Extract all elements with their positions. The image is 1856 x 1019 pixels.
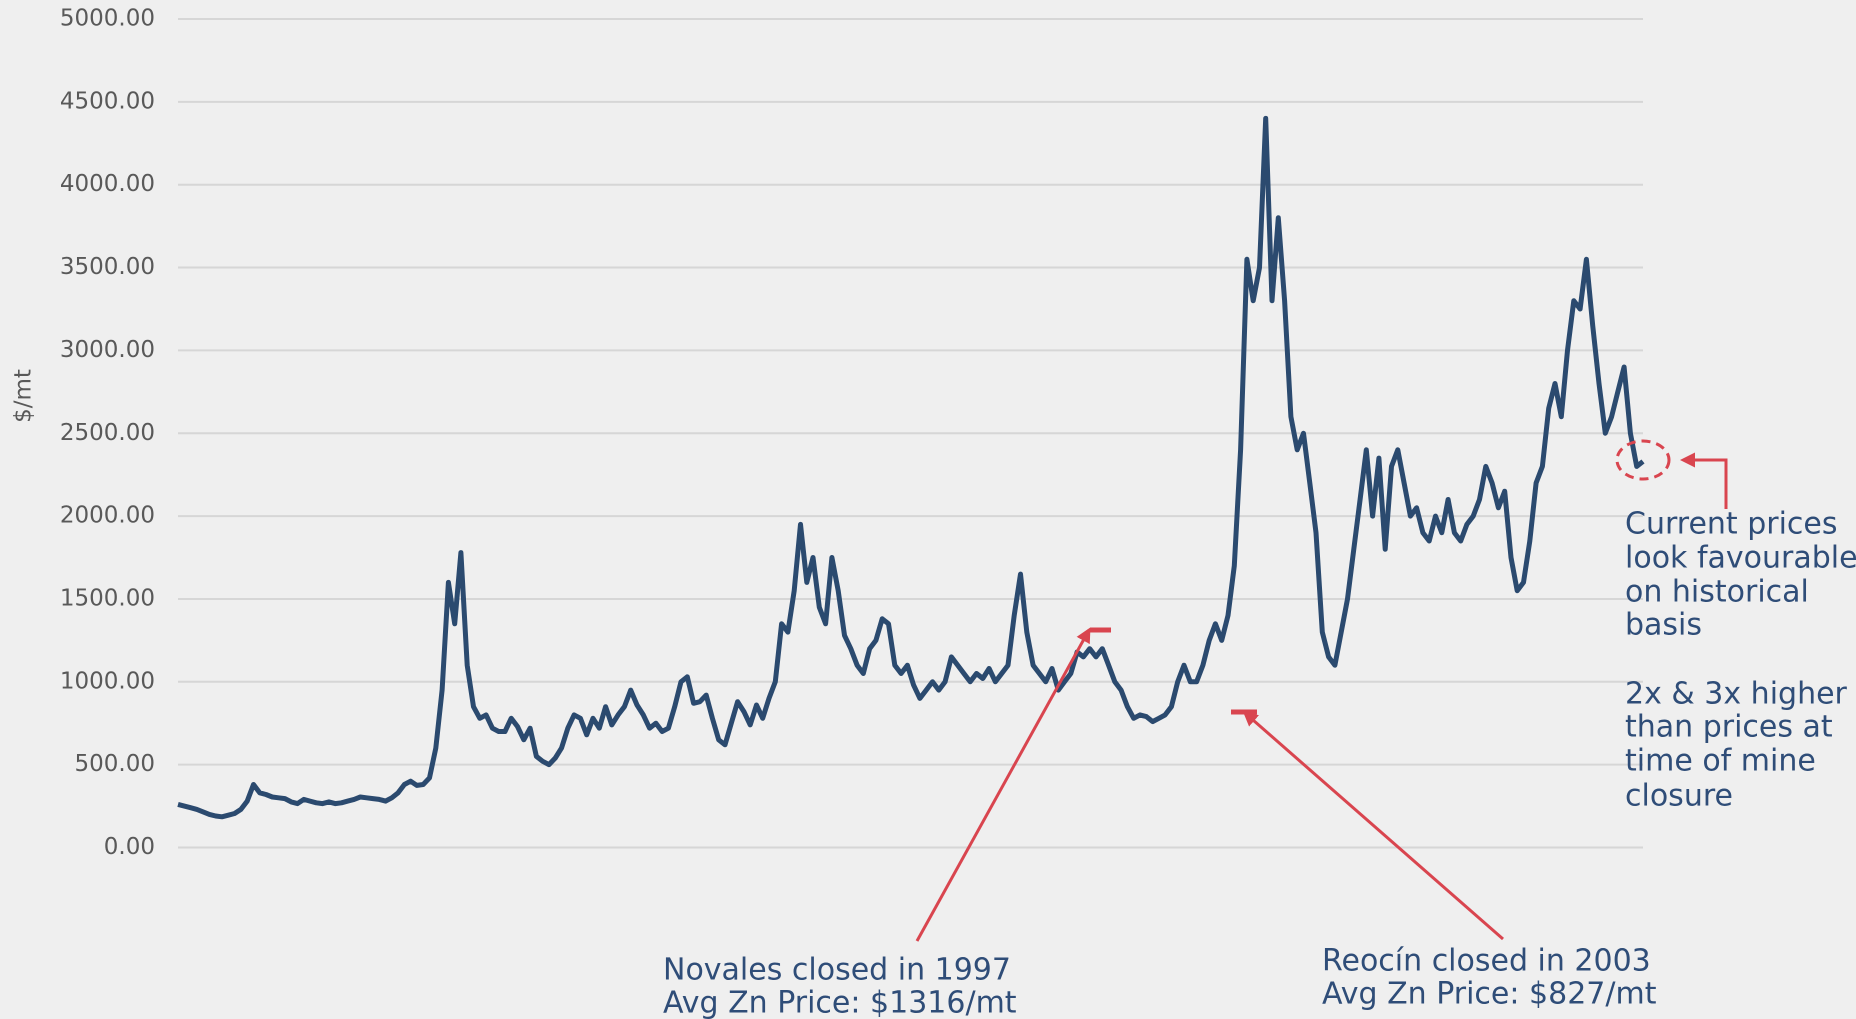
y-tick-label: 3500.00 xyxy=(60,254,155,280)
y-tick-label: 5000.00 xyxy=(60,6,155,32)
y-tick-label: 2000.00 xyxy=(60,503,155,529)
annotation-text: basis xyxy=(1625,608,1702,643)
annotation-text: look favourable xyxy=(1625,541,1856,576)
price-line xyxy=(177,115,1645,820)
y-tick-label: 1000.00 xyxy=(60,668,155,694)
annotation-text: Current prices xyxy=(1625,507,1838,542)
current-price-arrow xyxy=(1680,452,1728,509)
annotation-text: closure xyxy=(1625,779,1733,814)
novales-arrow xyxy=(915,627,1091,942)
reocin-arrow xyxy=(1242,711,1504,941)
annotation-text: Avg Zn Price: $1316/mt xyxy=(663,986,1017,1019)
annotation-text: Avg Zn Price: $827/mt xyxy=(1322,977,1657,1012)
annotation-text: 2x & 3x higher xyxy=(1625,677,1848,712)
annotation-arrows xyxy=(915,439,1728,942)
y-tick-label: 4000.00 xyxy=(60,171,155,197)
y-tick-label: 4500.00 xyxy=(60,88,155,114)
annotation-text: time of mine xyxy=(1625,744,1816,779)
annotation-text: than prices at xyxy=(1625,710,1833,745)
annotation-text: on historical xyxy=(1625,575,1809,610)
series xyxy=(177,115,1645,820)
y-tick-label: 1500.00 xyxy=(60,585,155,611)
y-tick-label: 0.00 xyxy=(104,834,155,860)
grid: 0.00 500.00 1000.00 1500.00 2000.00 2500.00 30… xyxy=(60,6,1643,860)
y-tick-label: 500.00 xyxy=(75,751,155,777)
annotation-text: Reocín closed in 2003 xyxy=(1322,944,1651,979)
y-tick-label: 2500.00 xyxy=(60,420,155,446)
current-price-circle xyxy=(1615,439,1671,481)
annotation-text: Novales closed in 1997 xyxy=(663,953,1011,988)
y-axis-label: $/mt xyxy=(11,369,37,423)
y-tick-label: 3000.00 xyxy=(60,337,155,363)
